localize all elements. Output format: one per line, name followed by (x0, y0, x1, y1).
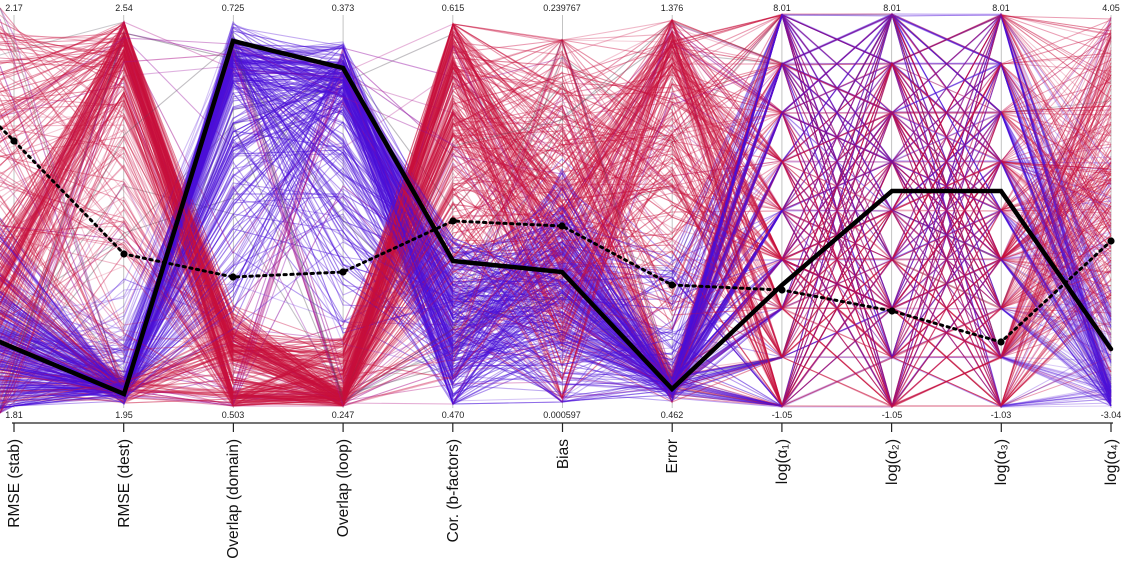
svg-text:log(α₄): log(α₄) (1103, 439, 1120, 485)
svg-text:RMSE (dest): RMSE (dest) (116, 439, 133, 528)
svg-text:8.01: 8.01 (773, 3, 791, 13)
svg-text:1.95: 1.95 (115, 410, 133, 420)
svg-text:Error: Error (664, 439, 681, 473)
svg-text:0.725: 0.725 (222, 3, 245, 13)
svg-text:0.373: 0.373 (332, 3, 355, 13)
svg-text:Cor. (b-factors): Cor. (b-factors) (445, 439, 462, 542)
svg-text:0.615: 0.615 (442, 3, 465, 13)
svg-text:-1.05: -1.05 (882, 410, 903, 420)
svg-text:2.17: 2.17 (5, 3, 23, 13)
svg-text:log(α₃): log(α₃) (993, 439, 1010, 485)
svg-text:Bias: Bias (555, 439, 572, 469)
svg-text:1.376: 1.376 (661, 3, 684, 13)
svg-text:2.54: 2.54 (115, 3, 133, 13)
svg-text:-3.04: -3.04 (1101, 410, 1122, 420)
svg-text:-1.05: -1.05 (772, 410, 793, 420)
svg-text:RMSE (stab): RMSE (stab) (6, 439, 23, 528)
svg-text:Overlap (loop): Overlap (loop) (335, 439, 352, 537)
svg-text:1.81: 1.81 (5, 410, 23, 420)
svg-text:log(α₁): log(α₁) (774, 439, 791, 484)
svg-text:8.01: 8.01 (992, 3, 1010, 13)
svg-text:8.01: 8.01 (883, 3, 901, 13)
svg-text:0.247: 0.247 (332, 410, 355, 420)
svg-text:0.239767: 0.239767 (543, 3, 581, 13)
svg-text:0.000597: 0.000597 (543, 410, 581, 420)
svg-text:0.462: 0.462 (661, 410, 684, 420)
svg-text:4.05: 4.05 (1102, 3, 1120, 13)
svg-text:0.503: 0.503 (222, 410, 245, 420)
svg-text:0.470: 0.470 (442, 410, 465, 420)
svg-text:-1.03: -1.03 (991, 410, 1012, 420)
svg-text:log(α₂): log(α₂) (884, 439, 901, 485)
svg-text:Overlap (domain): Overlap (domain) (225, 439, 242, 559)
